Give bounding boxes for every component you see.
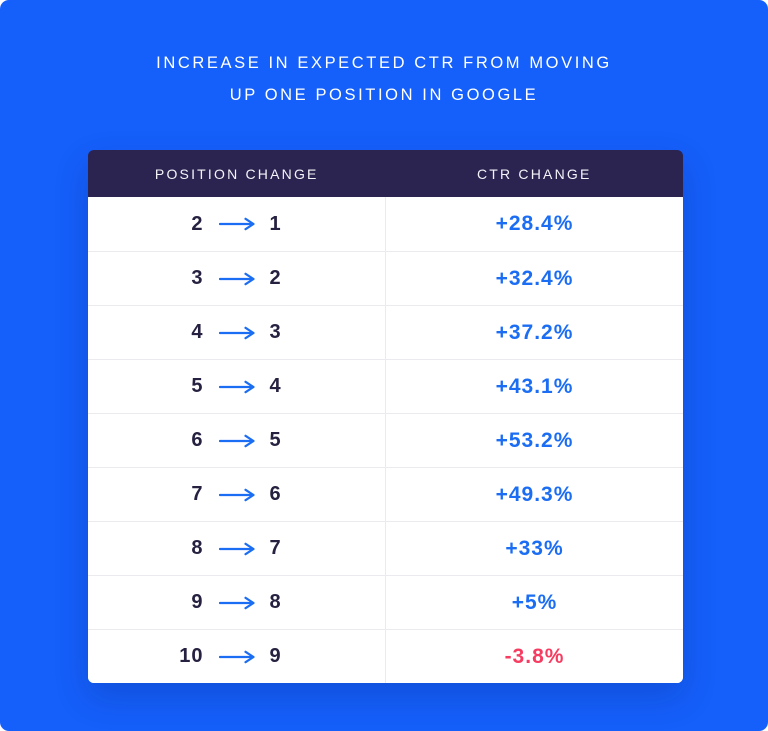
column-header-ctr-change: CTR CHANGE bbox=[476, 165, 592, 182]
ctr-table: POSITION CHANGE CTR CHANGE 2 1 +28.4% 3 bbox=[88, 150, 683, 683]
position-change-cell: 7 6 bbox=[88, 468, 386, 521]
position-change-cell: 4 3 bbox=[88, 306, 386, 359]
position-to: 7 bbox=[269, 537, 282, 559]
table-header-row: POSITION CHANGE CTR CHANGE bbox=[88, 150, 683, 197]
arrow-right-icon bbox=[218, 272, 255, 286]
position-to: 2 bbox=[269, 267, 282, 289]
position-change-cell: 9 8 bbox=[88, 576, 386, 629]
table-body: 2 1 +28.4% 3 2 +32.4% 4 bbox=[88, 197, 683, 683]
arrow-right-icon bbox=[218, 380, 255, 394]
ctr-change-value: +28.4% bbox=[495, 212, 574, 235]
position-from: 8 bbox=[191, 537, 204, 559]
position-to: 9 bbox=[269, 645, 282, 667]
ctr-change-value: -3.8% bbox=[504, 644, 565, 668]
position-change-cell: 10 9 bbox=[88, 630, 386, 683]
ctr-change-cell: +53.2% bbox=[386, 414, 683, 467]
position-from: 7 bbox=[191, 483, 204, 505]
ctr-change-cell: +33% bbox=[386, 522, 683, 575]
ctr-change-value: +43.1% bbox=[495, 374, 574, 398]
arrow-right-icon bbox=[218, 650, 255, 664]
position-to: 6 bbox=[269, 483, 282, 505]
position-change-cell: 2 1 bbox=[88, 197, 386, 251]
ctr-change-cell: +32.4% bbox=[386, 252, 683, 305]
position-to: 3 bbox=[269, 321, 282, 343]
ctr-change-value: +37.2% bbox=[495, 320, 574, 344]
column-header-position-change: POSITION CHANGE bbox=[154, 165, 319, 182]
ctr-change-value: +53.2% bbox=[495, 428, 574, 452]
page-title-line2: UP ONE POSITION IN GOOGLE bbox=[229, 86, 539, 104]
ctr-change-cell: +28.4% bbox=[386, 197, 683, 251]
position-from: 3 bbox=[191, 267, 204, 289]
position-change-cell: 5 4 bbox=[88, 360, 386, 413]
position-change-cell: 6 5 bbox=[88, 414, 386, 467]
position-from: 9 bbox=[191, 591, 204, 613]
position-to: 4 bbox=[269, 375, 282, 397]
table-row: 9 8 +5% bbox=[88, 575, 683, 629]
ctr-change-value: +5% bbox=[511, 590, 558, 614]
page-title: INCREASE IN EXPECTED CTR FROM MOVING UP … bbox=[0, 47, 768, 111]
ctr-change-value: +49.3% bbox=[495, 482, 574, 506]
position-change-cell: 3 2 bbox=[88, 252, 386, 305]
ctr-change-value: +33% bbox=[505, 536, 564, 560]
arrow-right-icon bbox=[218, 542, 255, 556]
table-row: 5 4 +43.1% bbox=[88, 359, 683, 413]
position-from: 4 bbox=[191, 321, 204, 343]
position-to: 8 bbox=[269, 591, 282, 613]
ctr-change-cell: +37.2% bbox=[386, 306, 683, 359]
position-to: 5 bbox=[269, 429, 282, 451]
position-change-cell: 8 7 bbox=[88, 522, 386, 575]
position-from: 10 bbox=[179, 645, 204, 667]
table-row: 7 6 +49.3% bbox=[88, 467, 683, 521]
position-to: 1 bbox=[269, 212, 282, 235]
ctr-change-cell: +5% bbox=[386, 576, 683, 629]
ctr-change-value: +32.4% bbox=[495, 266, 574, 290]
arrow-right-icon bbox=[218, 326, 255, 340]
arrow-right-icon bbox=[218, 217, 255, 231]
table-row: 10 9 -3.8% bbox=[88, 629, 683, 683]
ctr-change-cell: +43.1% bbox=[386, 360, 683, 413]
table-row: 6 5 +53.2% bbox=[88, 413, 683, 467]
ctr-change-cell: +49.3% bbox=[386, 468, 683, 521]
arrow-right-icon bbox=[218, 434, 255, 448]
page-title-line1: INCREASE IN EXPECTED CTR FROM MOVING bbox=[156, 54, 612, 72]
table-row: 8 7 +33% bbox=[88, 521, 683, 575]
position-from: 6 bbox=[191, 429, 204, 451]
position-from: 2 bbox=[191, 212, 204, 235]
table-row: 3 2 +32.4% bbox=[88, 251, 683, 305]
ctr-change-cell: -3.8% bbox=[386, 630, 683, 683]
table-row: 4 3 +37.2% bbox=[88, 305, 683, 359]
table-row: 2 1 +28.4% bbox=[88, 197, 683, 251]
position-from: 5 bbox=[191, 375, 204, 397]
arrow-right-icon bbox=[218, 488, 255, 502]
arrow-right-icon bbox=[218, 596, 255, 610]
